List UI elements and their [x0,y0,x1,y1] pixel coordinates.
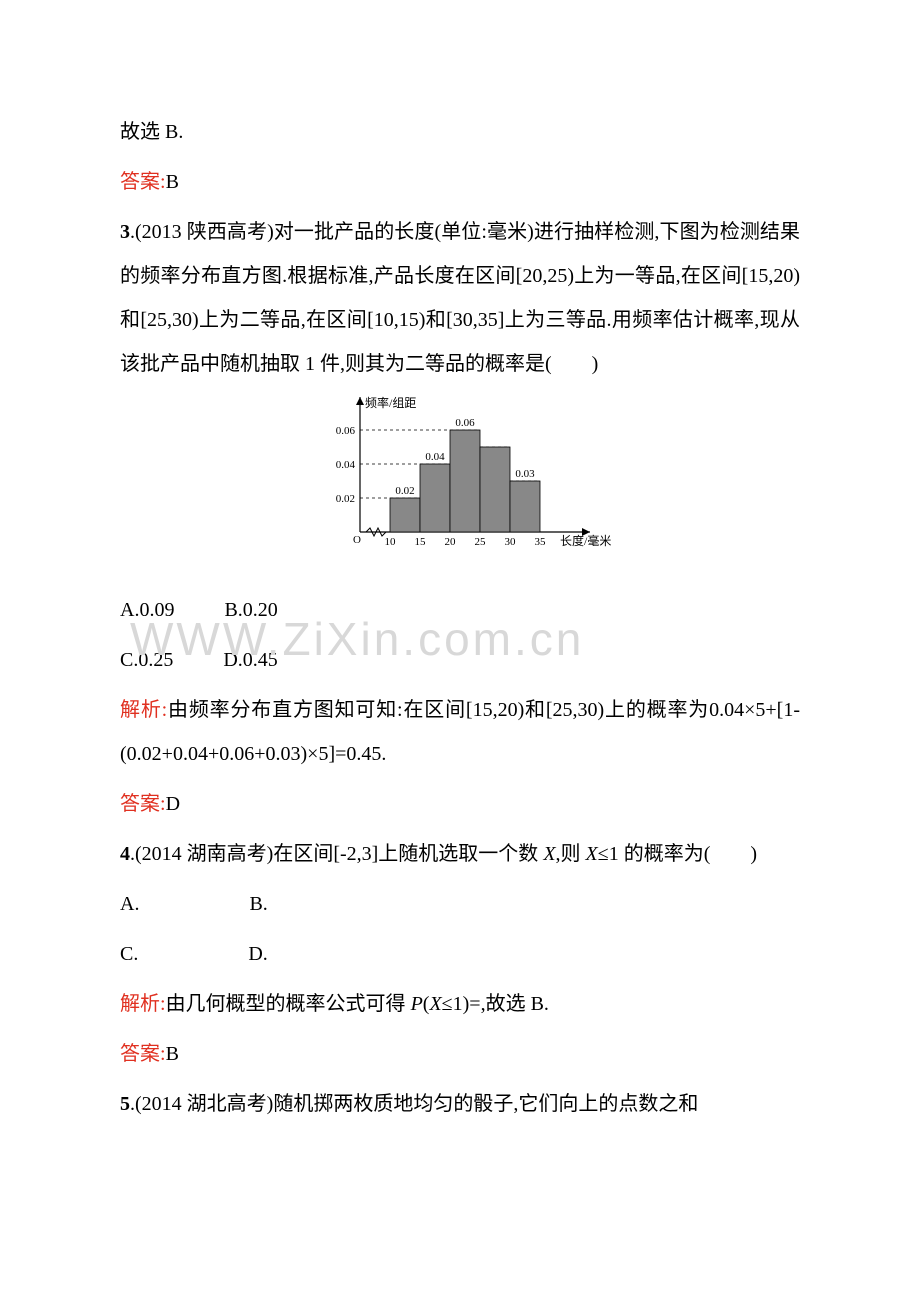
q3-analysis-text: 由频率分布直方图知可知:在区间[15,20)和[25,30)上的概率为0.04×… [120,699,800,765]
q3-number: 3 [120,221,130,243]
q3-text: .(2013 陕西高考)对一批产品的长度(单位:毫米)进行抽样检测,下图为检测结… [120,221,800,375]
opt-d: D.0.45 [223,638,277,682]
histogram-chart: 0.02 0.04 0.06 0.02 0.04 0.06 0.03 10 15… [120,392,800,578]
opt4-c: C. [120,932,138,976]
answer-value-3: D [166,793,180,815]
q3-options-2: C.0.25 D.0.45 [120,638,800,682]
question-3: 3.(2013 陕西高考)对一批产品的长度(单位:毫米)进行抽样检测,下图为检测… [120,210,800,386]
ytick-006: 0.06 [336,425,356,437]
xtick-25: 25 [475,536,487,548]
bar-2 [420,464,450,532]
answer-value: B [166,171,179,193]
xtick-30: 30 [505,536,517,548]
pre-text: 故选 B. [120,110,800,154]
q4-a-p: P [411,993,423,1015]
opt-c: C.0.25 [120,638,173,682]
bar-1 [390,498,420,532]
barlabel-5: 0.03 [515,468,535,480]
q4-x2: X [586,843,598,865]
bar-4 [480,447,510,532]
opt4-a: A. [120,882,139,926]
answer-label-3: 答案: [120,793,166,815]
barlabel-3: 0.06 [455,417,475,429]
q4-number: 4 [120,843,130,865]
ylabel: 频率/组距 [365,395,416,410]
question-4: 4.(2014 湖南高考)在区间[-2,3]上随机选取一个数 X,则 X≤1 的… [120,832,800,876]
q4-a-text-c: ≤1)=,故选 B. [442,993,549,1015]
answer-label: 答案: [120,171,166,193]
q4-text-b: ,则 [556,843,586,865]
answer-value-4: B [166,1043,179,1065]
analysis-label: 解析: [120,699,167,721]
answer-label-4: 答案: [120,1043,166,1065]
q4-a-x: X [429,993,441,1015]
q5-text: .(2014 湖北高考)随机掷两枚质地均匀的骰子,它们向上的点数之和 [130,1093,698,1115]
opt-a: A.0.09 [120,588,174,632]
y-arrow [356,397,364,405]
q4-text-c: ≤1 的概率为( ) [598,843,757,865]
question-5: 5.(2014 湖北高考)随机掷两枚质地均匀的骰子,它们向上的点数之和 [120,1082,800,1126]
q4-x1: X [543,843,555,865]
q4-a-text-a: 由几何概型的概率公式可得 [166,993,411,1015]
opt4-d: D. [248,932,267,976]
analysis-label-4: 解析: [120,993,166,1015]
answer-3: 答案:D [120,782,800,826]
q4-analysis: 解析:由几何概型的概率公式可得 P(X≤1)=,故选 B. [120,982,800,1026]
opt4-b: B. [249,882,267,926]
bar-3 [450,430,480,532]
ytick-002: 0.02 [336,493,355,505]
barlabel-1: 0.02 [395,485,414,497]
q5-number: 5 [120,1093,130,1115]
barlabel-2: 0.04 [425,451,445,463]
q3-options-1: A.0.09 B.0.20 [120,588,800,632]
answer-4: 答案:B [120,1032,800,1076]
xtick-15: 15 [415,536,427,548]
xtick-20: 20 [445,536,457,548]
document-body: 故选 B. 答案:B 3.(2013 陕西高考)对一批产品的长度(单位:毫米)进… [0,0,920,1192]
ytick-004: 0.04 [336,459,356,471]
q4-text-a: .(2014 湖南高考)在区间[-2,3]上随机选取一个数 [130,843,543,865]
q4-options-1: A. B. [120,882,800,926]
origin-o: O [353,534,361,546]
bar-5 [510,481,540,532]
histogram-svg: 0.02 0.04 0.06 0.02 0.04 0.06 0.03 10 15… [305,392,615,562]
xtick-10: 10 [385,536,397,548]
q3-analysis: 解析:由频率分布直方图知可知:在区间[15,20)和[25,30)上的概率为0.… [120,688,800,776]
answer-1: 答案:B [120,160,800,204]
q4-options-2: C. D. [120,932,800,976]
opt-b: B.0.20 [224,588,277,632]
xtick-35: 35 [535,536,547,548]
xlabel: 长度/毫米 [560,533,611,548]
